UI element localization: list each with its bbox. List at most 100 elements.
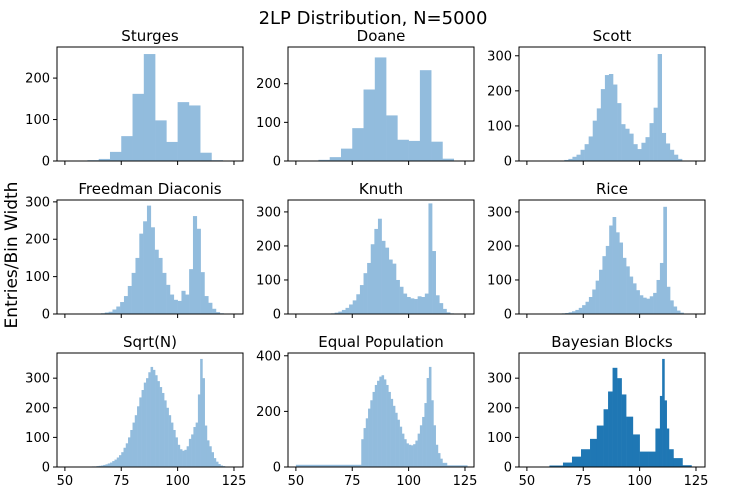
y-tick-label: 0 (504, 308, 512, 323)
histogram-bar (155, 120, 167, 161)
subplot-equal-population: Equal Population 0 200 400 50 75 100 125 (256, 333, 477, 489)
axes-frame (56, 199, 244, 315)
histogram-bar (166, 141, 178, 161)
y-tick-label: 100 (256, 116, 281, 131)
histogram-bar (572, 156, 577, 161)
histogram-bar (596, 108, 602, 161)
histogram-bar (386, 384, 389, 467)
histogram-bar (131, 272, 136, 314)
histogram-bar (109, 151, 122, 161)
histogram-bar (381, 240, 386, 314)
histogram-bar (397, 139, 409, 161)
y-tick-label: 0 (273, 155, 281, 170)
histogram-bar (437, 453, 441, 467)
bars-bayesian-blocks (549, 358, 692, 467)
histogram-bar (137, 406, 140, 467)
figure-title: 2LP Distribution, N=5000 (259, 8, 488, 29)
histogram-bar (576, 154, 581, 161)
histogram-bar (602, 256, 607, 314)
histogram-bar (367, 262, 372, 314)
x-tick-label: 125 (453, 474, 478, 489)
histogram-bar (612, 217, 617, 314)
histogram-bar (621, 124, 626, 161)
histogram-bar (682, 465, 692, 467)
histogram-bar (626, 416, 634, 467)
histogram-bar (374, 228, 379, 314)
histogram-bar (200, 358, 203, 467)
histogram-bar (186, 446, 190, 467)
histogram-bar (395, 279, 400, 314)
histogram-bar (673, 458, 683, 467)
histogram-bar (197, 394, 201, 467)
histogram-bar (103, 464, 106, 467)
histogram-bar (159, 387, 163, 467)
subplot-title: Doane (357, 27, 406, 45)
histogram-bar (368, 408, 371, 467)
y-tick-label: 100 (487, 119, 512, 134)
histogram-bar (632, 434, 640, 467)
histogram-bar (128, 437, 131, 467)
histogram-bar (649, 296, 654, 314)
histogram-bar (345, 307, 350, 314)
histogram-bar (580, 149, 585, 161)
histogram-bar (202, 378, 205, 467)
histogram-bar (617, 378, 622, 467)
histogram-bar (428, 366, 432, 467)
histogram-bar (352, 300, 357, 314)
histogram-bar (200, 152, 212, 161)
histogram-bar (204, 425, 208, 467)
histogram-bar (220, 465, 223, 467)
figure-ylabel: Entries/Bin Width (2, 182, 22, 329)
histogram-bar (410, 445, 414, 467)
x-tick-label: 125 (684, 474, 709, 489)
y-tick-label: 100 (487, 431, 512, 446)
histogram-bar (666, 286, 671, 314)
axes-frame (518, 199, 706, 315)
histogram-bar (592, 289, 596, 314)
histogram-bar (383, 379, 387, 467)
y-tick-label: 200 (25, 233, 50, 248)
histogram-bar (98, 158, 111, 161)
histogram-bar (215, 461, 219, 467)
y-tick-label: 200 (256, 239, 281, 254)
histogram-bar (388, 391, 391, 467)
histogram-bar (112, 309, 117, 314)
histogram-bar (150, 227, 155, 314)
histogram-bar (134, 415, 138, 467)
histogram-bar (629, 133, 634, 161)
histogram-bar (657, 54, 663, 161)
histogram-bar (98, 465, 102, 467)
histogram-bar (374, 57, 387, 161)
histogram-bar (433, 425, 436, 467)
histogram-bar (659, 262, 664, 314)
y-tick-label: 200 (487, 84, 512, 99)
y-tick-label: 200 (25, 72, 50, 87)
histogram-bar (379, 376, 382, 467)
histogram-bar (442, 158, 455, 161)
histogram-bar (395, 412, 398, 467)
histogram-bar (105, 464, 109, 467)
histogram-bar (408, 444, 412, 467)
histogram-bar (615, 232, 620, 314)
x-tick-label: 75 (113, 474, 130, 489)
histogram-bar (119, 455, 122, 467)
histogram-bar (143, 221, 148, 314)
histogram-bar (662, 358, 665, 467)
y-tick-label: 0 (273, 308, 281, 323)
histogram-bar (164, 400, 167, 467)
histogram-bar (175, 437, 178, 467)
bars-freedman-diaconis (100, 205, 224, 314)
histogram-bar (666, 428, 670, 467)
histogram-bar (195, 422, 199, 467)
subplot-rice: Rice 0 100 200 300 (487, 180, 706, 323)
x-tick-label: 50 (519, 474, 536, 489)
histogram-bar (655, 428, 661, 467)
axes-frame (518, 352, 706, 468)
subplot-sturges: Sturges 0 100 200 (25, 27, 244, 170)
histogram-bar (605, 245, 610, 314)
histogram-bar (112, 461, 115, 467)
subplot-title: Bayesian Blocks (551, 333, 673, 351)
histogram-bar (562, 462, 573, 467)
histogram-bar (440, 458, 443, 467)
histogram-bar (158, 257, 163, 314)
